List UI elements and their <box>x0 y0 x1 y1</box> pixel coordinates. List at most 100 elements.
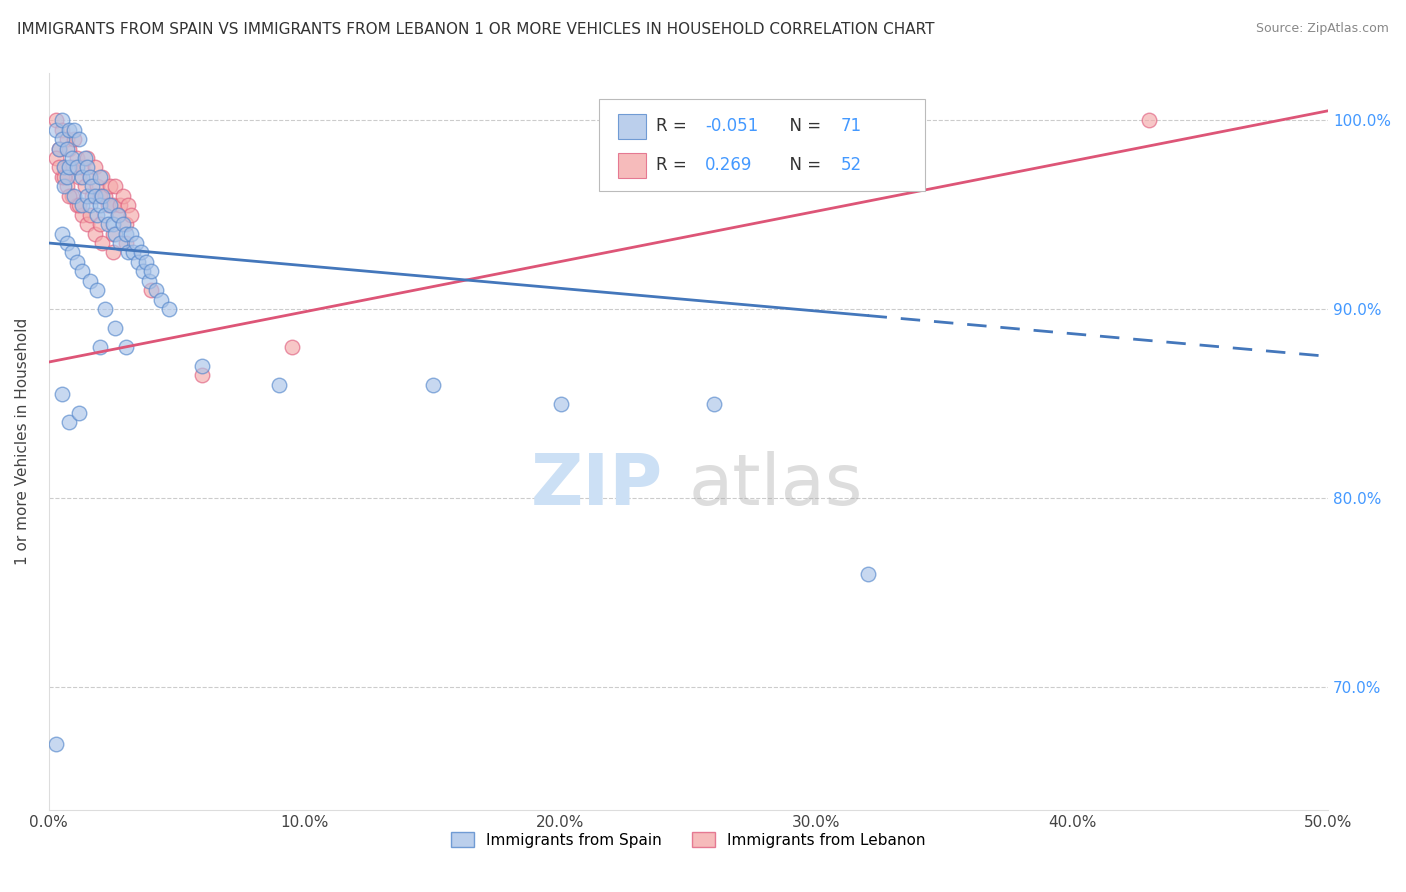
Point <box>94 188 117 202</box>
Text: 0.269: 0.269 <box>704 156 752 174</box>
Point <box>114 217 136 231</box>
Text: Source: ZipAtlas.com: Source: ZipAtlas.com <box>1256 22 1389 36</box>
Legend: Immigrants from Spain, Immigrants from Lebanon: Immigrants from Spain, Immigrants from L… <box>444 825 932 854</box>
Point <box>135 255 157 269</box>
Point <box>79 274 101 288</box>
Point <box>114 235 136 250</box>
Point <box>66 151 89 165</box>
Y-axis label: 1 or more Vehicles in Household: 1 or more Vehicles in Household <box>15 318 30 565</box>
Point <box>66 255 89 269</box>
Point <box>111 217 134 231</box>
Point <box>60 151 83 165</box>
Point <box>70 169 93 184</box>
Point <box>69 169 91 184</box>
Point <box>138 274 160 288</box>
Point <box>117 198 139 212</box>
Point <box>110 235 132 250</box>
Point <box>73 151 96 165</box>
Point <box>58 142 80 156</box>
Text: atlas: atlas <box>689 451 863 520</box>
Point <box>145 283 167 297</box>
Point <box>97 217 120 231</box>
Point <box>45 151 67 165</box>
Point <box>104 227 127 241</box>
Point <box>101 217 124 231</box>
Point <box>69 406 91 420</box>
Point <box>70 161 93 175</box>
Point <box>76 161 98 175</box>
Point <box>63 132 86 146</box>
Point <box>422 377 444 392</box>
Point <box>53 179 76 194</box>
Point <box>89 198 111 212</box>
Point <box>139 283 162 297</box>
Point <box>122 245 145 260</box>
FancyBboxPatch shape <box>619 113 647 138</box>
FancyBboxPatch shape <box>599 99 925 191</box>
Point <box>139 264 162 278</box>
Point <box>58 122 80 136</box>
Point <box>51 227 73 241</box>
Text: -0.051: -0.051 <box>704 117 758 135</box>
Point <box>97 198 120 212</box>
Point <box>86 208 108 222</box>
Point <box>79 169 101 184</box>
Point <box>76 151 98 165</box>
Point <box>94 208 117 222</box>
Point <box>550 396 572 410</box>
Point <box>111 188 134 202</box>
Point <box>66 161 89 175</box>
Point <box>83 161 105 175</box>
Point <box>127 255 149 269</box>
Point <box>267 377 290 392</box>
Point <box>45 122 67 136</box>
Point <box>63 188 86 202</box>
Text: R =: R = <box>657 156 697 174</box>
Point <box>91 235 114 250</box>
Point <box>83 188 105 202</box>
Point <box>120 208 142 222</box>
Point <box>55 142 77 156</box>
Point <box>53 161 76 175</box>
Text: 71: 71 <box>841 117 862 135</box>
Point <box>91 188 114 202</box>
Point <box>60 245 83 260</box>
Point <box>69 132 91 146</box>
Point <box>51 122 73 136</box>
Point <box>101 198 124 212</box>
Point <box>89 340 111 354</box>
Point <box>51 113 73 128</box>
Point <box>83 227 105 241</box>
Point <box>856 566 879 581</box>
Text: ZIP: ZIP <box>530 451 662 520</box>
Point <box>55 235 77 250</box>
Point <box>79 208 101 222</box>
Point <box>191 368 214 383</box>
Point <box>51 132 73 146</box>
Point <box>120 227 142 241</box>
Point <box>157 302 180 317</box>
Point <box>107 208 129 222</box>
Point <box>70 264 93 278</box>
Point <box>66 198 89 212</box>
Point <box>60 161 83 175</box>
Text: N =: N = <box>779 117 827 135</box>
Point <box>281 340 304 354</box>
Point <box>89 169 111 184</box>
Point <box>76 188 98 202</box>
Point <box>98 179 121 194</box>
Point <box>82 179 104 194</box>
Point <box>129 245 152 260</box>
Point <box>53 169 76 184</box>
Point <box>55 132 77 146</box>
Point <box>48 142 70 156</box>
Point <box>69 198 91 212</box>
Point <box>58 416 80 430</box>
Point <box>82 188 104 202</box>
Point <box>48 161 70 175</box>
Point <box>114 340 136 354</box>
Point <box>79 198 101 212</box>
Point <box>150 293 173 307</box>
Point <box>51 169 73 184</box>
Point <box>89 217 111 231</box>
